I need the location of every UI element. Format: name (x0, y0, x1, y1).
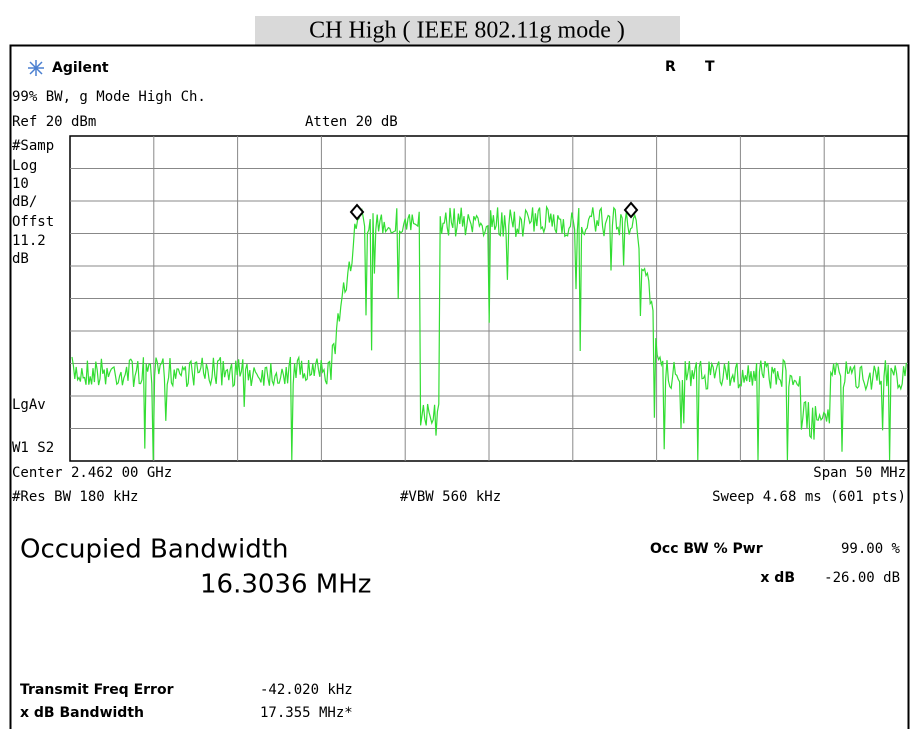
frame (9, 44, 910, 729)
freq-error-label: Transmit Freq Error (20, 682, 174, 698)
marker (349, 201, 639, 221)
side-label: Log (12, 158, 37, 174)
sweep: Sweep 4.68 ms (601 pts) (712, 489, 906, 505)
side-label: 10 (12, 176, 29, 192)
xdb-bw-value: 17.355 MHz* (260, 705, 353, 721)
obw-value: 16.3036 MHz (200, 570, 371, 600)
side-label: dB/ (12, 194, 37, 210)
res-bw: #Res BW 180 kHz (12, 489, 138, 505)
subtitle: 99% BW, g Mode High Ch. (12, 89, 206, 105)
side-label: LgAv (12, 397, 46, 413)
ref: Ref 20 dBm (12, 114, 96, 130)
side-label: dB (12, 251, 29, 267)
title: CH High ( IEEE 802.11g mode ) (309, 18, 625, 44)
title-box (255, 16, 680, 46)
freq-error-value: -42.020 kHz (260, 682, 353, 698)
side-label: #Samp (12, 138, 54, 154)
atten: Atten 20 dB (305, 114, 398, 130)
logo (28, 60, 44, 76)
occ-label: Occ BW % Pwr (650, 541, 763, 557)
status: T (705, 59, 715, 75)
trace (71, 204, 907, 461)
side-labels: #Samp Log 10 dB/Offst 11.2 dB LgAv W1 S2 (12, 138, 54, 456)
heading: Occupied Bandwidth (20, 535, 288, 565)
vbw: #VBW 560 kHz (400, 489, 501, 505)
xdb-label: x dB (760, 570, 795, 586)
status: R (665, 59, 676, 75)
brand: Agilent (52, 60, 109, 76)
grid (70, 136, 908, 461)
side-label: Offst (12, 214, 54, 230)
xdb-value: -26.00 dB (824, 570, 900, 586)
occ-value: 99.00 % (841, 541, 901, 557)
side-label: 11.2 (12, 233, 46, 249)
xdb-bw-label: x dB Bandwidth (20, 705, 144, 721)
center: Center 2.462 00 GHz (12, 465, 172, 481)
side-label: W1 S2 (12, 440, 54, 456)
span: Span 50 MHz (813, 465, 906, 481)
